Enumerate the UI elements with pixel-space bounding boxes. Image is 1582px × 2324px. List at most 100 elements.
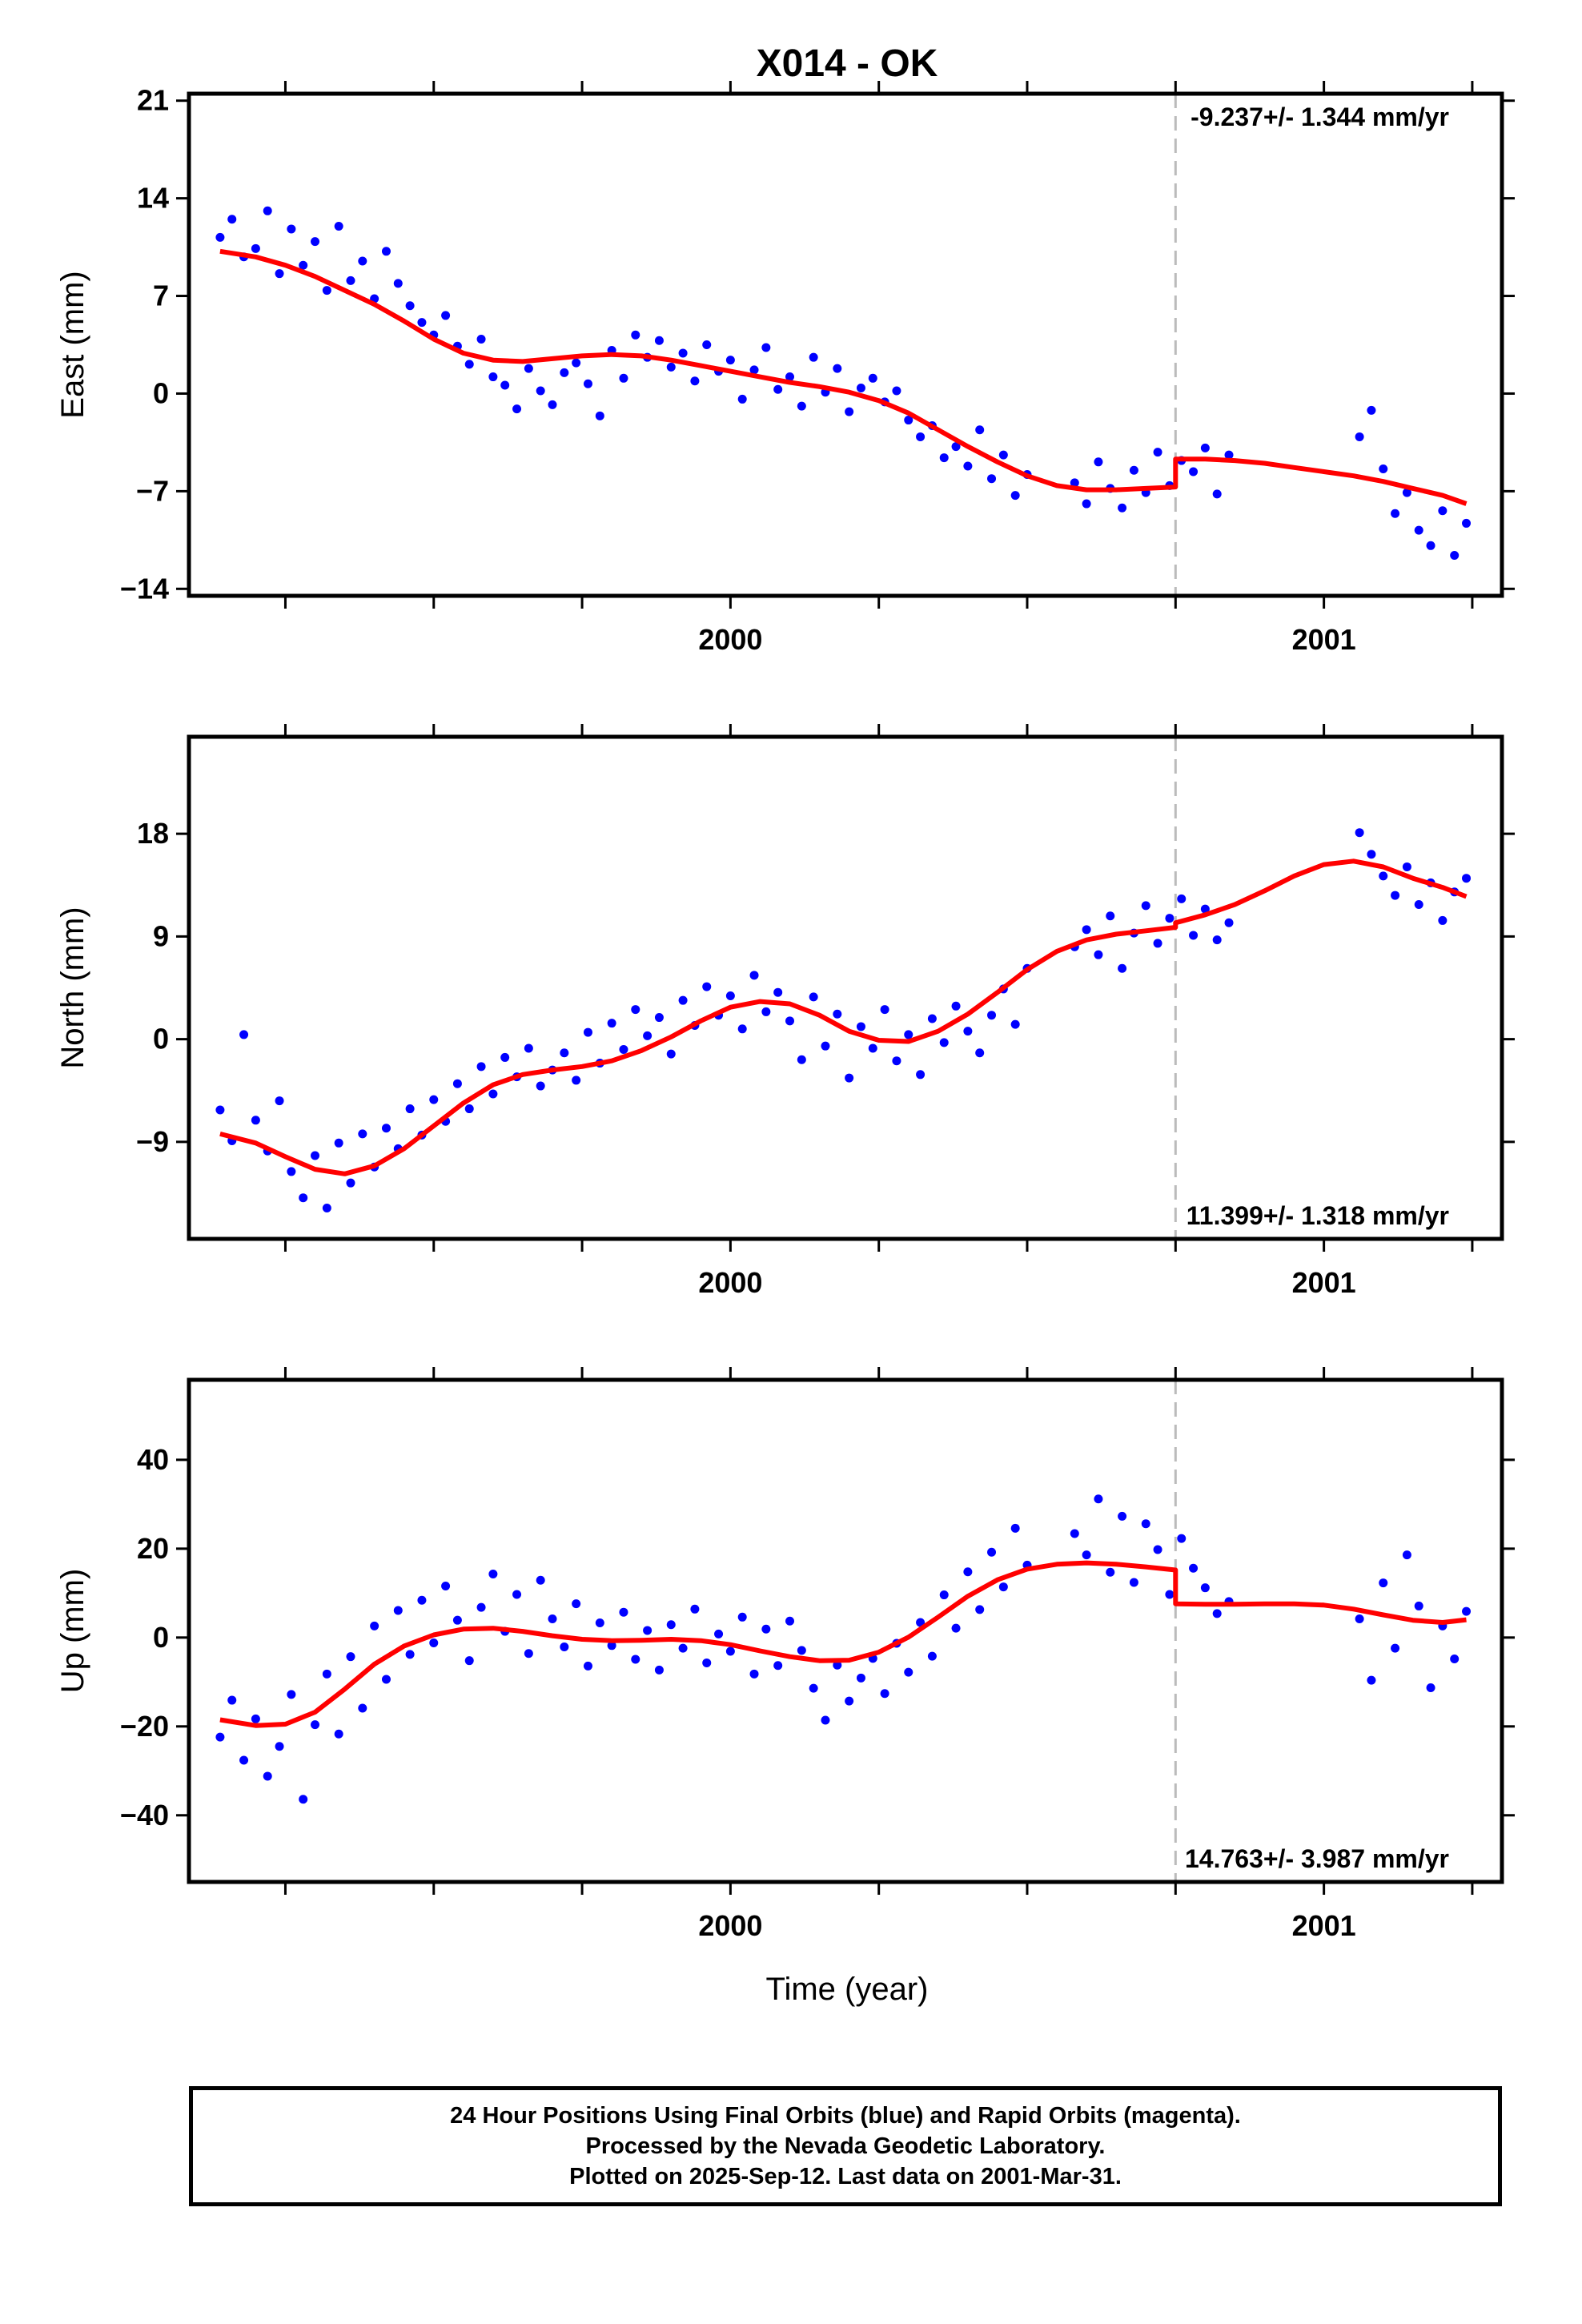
east-data-point [654,336,664,345]
north-y-tick-label: 0 [153,1023,169,1055]
up-data-point [654,1665,664,1675]
north-data-point [845,1073,854,1083]
east-data-point [346,275,355,285]
north-data-point [536,1081,545,1091]
north-data-point [275,1096,284,1106]
north-data-point [524,1043,533,1053]
up-data-point [607,1641,616,1651]
up-data-point [643,1626,652,1635]
east-data-point [797,401,806,411]
east-data-point [1379,464,1388,474]
east-data-point [737,394,747,404]
up-data-point [1200,1583,1210,1593]
east-data-point [987,474,997,484]
north-data-point [1189,931,1199,940]
north-data-point [1462,874,1472,883]
east-x-tick-label: 2000 [698,623,762,656]
east-data-point [1189,467,1199,476]
up-data-point [761,1624,771,1634]
east-model-curve [219,248,1468,506]
east-data-point [1414,525,1423,535]
up-data-point [998,1582,1008,1592]
east-data-point [951,442,961,452]
up-y-tick-label: 0 [153,1621,169,1654]
east-data-point [1010,491,1020,501]
east-data-point [1402,488,1411,497]
up-data-point [737,1612,747,1622]
up-data-point [880,1689,889,1699]
east-data-point [892,386,901,396]
up-data-point [476,1602,486,1612]
up-data-point [405,1650,415,1659]
up-data-point [488,1569,498,1578]
north-data-point [322,1204,331,1213]
east-data-point [904,416,913,425]
north-data-point [1224,918,1234,927]
up-data-point [311,1720,320,1730]
north-data-point [619,1044,628,1054]
north-data-point [785,1016,795,1026]
up-data-point [916,1618,926,1627]
east-data-point [1355,432,1364,441]
east-x-tick-label: 2001 [1292,623,1356,656]
north-data-point [1106,911,1115,921]
north-data-point [251,1116,260,1125]
up-data-point [951,1623,961,1633]
up-data-point [1391,1643,1400,1653]
up-data-point [1129,1578,1138,1587]
up-data-point [987,1547,997,1557]
up-data-point [572,1599,581,1609]
footer-line-dates: Plotted on 2025-Sep-12. Last data on 200… [569,2164,1122,2189]
north-data-point [299,1193,308,1203]
east-data-point [1367,405,1376,415]
north-rate-label: 11.399+/- 1.318 mm/yr [1186,1201,1449,1230]
north-data-point [1379,871,1388,881]
up-data-point [1367,1675,1376,1685]
up-data-point [856,1673,865,1683]
north-data-point [1153,939,1162,948]
up-data-point [393,1606,403,1615]
north-data-point [1165,914,1174,923]
north-model-curve [219,858,1468,1176]
north-data-point [1438,915,1447,925]
east-data-point [358,256,367,266]
north-data-point [927,1014,937,1023]
up-data-point [548,1614,557,1624]
up-data-point [381,1675,391,1684]
up-data-point [370,1621,379,1630]
up-data-point [1165,1590,1174,1599]
east-data-point [275,269,284,279]
east-data-point [215,232,225,242]
up-data-point [595,1618,604,1628]
up-data-point [773,1661,783,1671]
up-data-point [1426,1683,1435,1693]
east-y-tick-label: −14 [120,572,169,605]
figure-title: X014 - OK [757,42,938,85]
north-data-point [1414,899,1423,909]
east-data-point [1082,499,1091,509]
east-data-point [1212,489,1222,499]
north-y-axis-label: North (mm) [55,907,90,1068]
north-data-point [346,1178,355,1188]
east-y-tick-label: −7 [136,474,169,507]
north-data-point [1141,901,1150,911]
east-data-point [856,383,865,392]
north-data-point [821,1041,830,1051]
up-y-tick-label: −20 [120,1710,169,1743]
east-data-point [1462,518,1472,528]
up-y-axis-label: Up (mm) [55,1569,90,1694]
up-data-point [809,1683,818,1693]
up-data-point [1177,1534,1186,1543]
up-data-point [1141,1519,1150,1529]
north-data-point [583,1027,592,1037]
east-data-point [476,335,486,344]
east-plot-frame [187,91,1504,598]
up-y-tick-label: 20 [137,1532,169,1565]
north-data-point [833,1009,842,1019]
north-data-point [452,1079,462,1088]
up-data-point [1082,1550,1091,1560]
north-data-point [405,1104,415,1114]
east-data-point [536,386,545,396]
up-data-point [702,1658,712,1667]
